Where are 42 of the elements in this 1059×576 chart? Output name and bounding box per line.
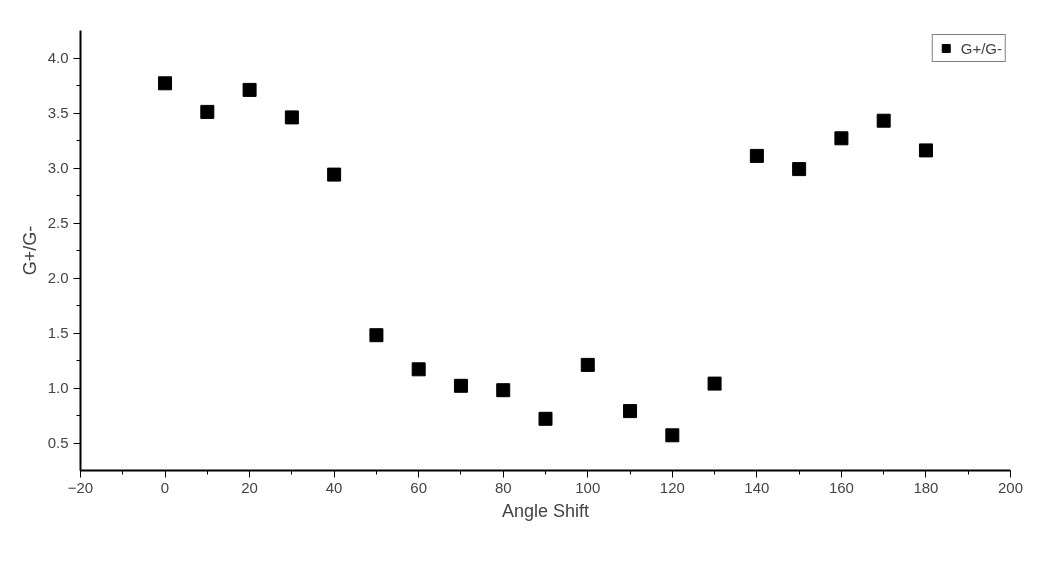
y-tick-label: 0.5 bbox=[47, 434, 69, 451]
x-tick-label: 160 bbox=[828, 478, 854, 496]
point bbox=[834, 131, 849, 146]
x-tick-label: 60 bbox=[410, 478, 428, 496]
point bbox=[538, 411, 553, 426]
point bbox=[665, 428, 680, 443]
point bbox=[453, 378, 468, 393]
point bbox=[792, 162, 807, 177]
y-tick-label: 1.0 bbox=[47, 379, 69, 396]
point bbox=[411, 362, 426, 377]
x-tick-label: 140 bbox=[744, 478, 770, 496]
x-axis-title: Angle Shift bbox=[501, 500, 590, 521]
x-tick-label: 100 bbox=[575, 478, 601, 496]
y-tick-label: 2.5 bbox=[47, 214, 69, 231]
point bbox=[749, 148, 764, 163]
point bbox=[200, 104, 215, 119]
point bbox=[496, 383, 511, 398]
point bbox=[707, 376, 722, 391]
x-tick-label: 180 bbox=[913, 478, 939, 496]
y-tick-label: 1.5 bbox=[47, 324, 69, 341]
x-tick-label: −20 bbox=[67, 478, 94, 496]
point bbox=[327, 167, 342, 182]
x-tick-label: 20 bbox=[241, 478, 258, 496]
point bbox=[284, 110, 299, 125]
point bbox=[623, 404, 638, 419]
point bbox=[876, 113, 891, 128]
y-tick-label: 2.0 bbox=[47, 269, 69, 286]
x-tick-label: 40 bbox=[325, 478, 343, 496]
y-tick-label: 3.5 bbox=[47, 104, 69, 121]
point bbox=[580, 357, 595, 372]
point bbox=[369, 328, 384, 343]
point bbox=[158, 76, 173, 91]
x-tick-label: 0 bbox=[160, 478, 170, 496]
point bbox=[242, 82, 257, 97]
x-tick-label: 120 bbox=[659, 478, 685, 496]
y-tick-label: 3.0 bbox=[47, 159, 69, 176]
y-axis-title: G+/G- bbox=[19, 225, 40, 276]
x-tick-label: 200 bbox=[997, 478, 1024, 496]
y-tick-label: 4.0 bbox=[47, 49, 69, 66]
x-tick-label: 80 bbox=[494, 478, 512, 496]
legend-label: G+/G- bbox=[960, 39, 1002, 57]
point bbox=[918, 143, 933, 158]
